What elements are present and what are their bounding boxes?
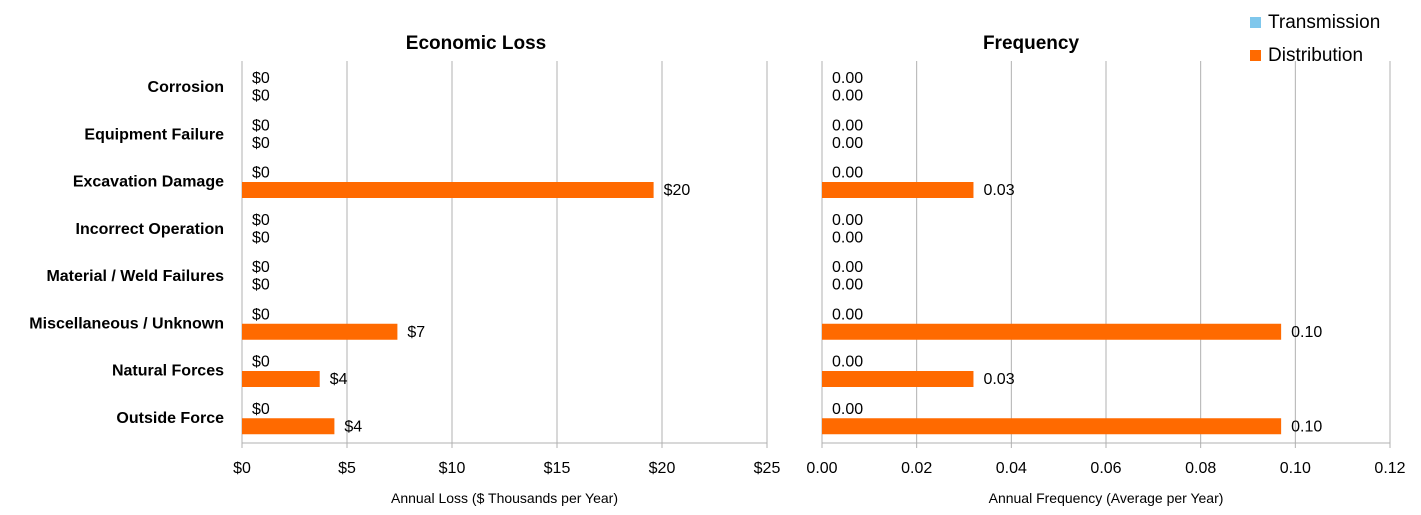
data-label-frequency-transmission-6: 0.00 [832, 354, 863, 371]
bar-frequency-distribution-2 [822, 182, 974, 198]
data-label-economic-loss-distribution-4: $0 [252, 277, 270, 294]
x-tick-label-economic-loss-1: $5 [338, 460, 356, 477]
data-label-economic-loss-distribution-5: $7 [407, 324, 425, 341]
bar-frequency-distribution-6 [822, 371, 974, 387]
chart-title-frequency: Frequency [983, 33, 1080, 54]
data-label-frequency-transmission-0: 0.00 [832, 70, 863, 87]
x-tick-label-frequency-0: 0.00 [806, 460, 837, 477]
x-tick-label-economic-loss-3: $15 [544, 460, 571, 477]
x-tick-label-economic-loss-4: $20 [649, 460, 676, 477]
category-label-2: Excavation Damage [73, 174, 224, 191]
data-label-economic-loss-distribution-0: $0 [252, 88, 270, 105]
data-label-frequency-transmission-7: 0.00 [832, 401, 863, 418]
category-label-6: Natural Forces [112, 363, 224, 380]
data-label-frequency-transmission-3: 0.00 [832, 212, 863, 229]
chart-title-economic-loss: Economic Loss [406, 33, 546, 54]
bar-economic-loss-distribution-7 [242, 418, 335, 435]
bar-frequency-distribution-7 [822, 418, 1282, 435]
data-label-economic-loss-transmission-3: $0 [252, 212, 270, 229]
data-label-economic-loss-transmission-0: $0 [252, 70, 270, 87]
data-label-economic-loss-distribution-6: $4 [330, 371, 348, 388]
data-label-economic-loss-distribution-2: $20 [664, 182, 691, 199]
x-axis-label-economic-loss: Annual Loss ($ Thousands per Year) [391, 490, 618, 506]
bar-economic-loss-distribution-5 [242, 323, 398, 340]
x-axis-label-frequency: Annual Frequency (Average per Year) [989, 490, 1224, 506]
data-label-economic-loss-transmission-6: $0 [252, 354, 270, 371]
legend-swatch-distribution [1250, 50, 1261, 61]
bar-frequency-distribution-5 [822, 323, 1282, 340]
data-label-economic-loss-distribution-7: $4 [344, 418, 362, 435]
x-tick-label-economic-loss-0: $0 [233, 460, 251, 477]
data-label-economic-loss-transmission-4: $0 [252, 259, 270, 276]
data-label-economic-loss-distribution-3: $0 [252, 229, 270, 246]
x-tick-label-frequency-5: 0.10 [1280, 460, 1311, 477]
legend-swatch-transmission [1250, 17, 1261, 28]
category-label-3: Incorrect Operation [76, 221, 224, 238]
bar-economic-loss-distribution-2 [242, 182, 654, 198]
data-label-economic-loss-transmission-1: $0 [252, 117, 270, 134]
data-label-frequency-transmission-1: 0.00 [832, 117, 863, 134]
x-tick-label-economic-loss-5: $25 [754, 460, 781, 477]
data-label-frequency-distribution-4: 0.00 [832, 277, 863, 294]
data-label-frequency-transmission-2: 0.00 [832, 165, 863, 182]
x-tick-label-frequency-2: 0.04 [996, 460, 1027, 477]
data-label-frequency-transmission-5: 0.00 [832, 306, 863, 323]
data-label-frequency-distribution-0: 0.00 [832, 88, 863, 105]
category-label-4: Material / Weld Failures [46, 268, 224, 285]
x-tick-label-economic-loss-2: $10 [439, 460, 466, 477]
data-label-economic-loss-transmission-2: $0 [252, 165, 270, 182]
chart-legend: Transmission Distribution [1250, 6, 1410, 72]
data-label-economic-loss-distribution-1: $0 [252, 135, 270, 152]
legend-label-transmission: Transmission [1268, 11, 1381, 33]
category-label-7: Outside Force [116, 410, 224, 427]
x-tick-label-frequency-1: 0.02 [901, 460, 932, 477]
data-label-frequency-distribution-2: 0.03 [983, 182, 1014, 199]
data-label-frequency-distribution-3: 0.00 [832, 229, 863, 246]
legend-label-distribution: Distribution [1268, 44, 1364, 66]
legend-item-transmission: Transmission [1250, 6, 1410, 39]
category-label-5: Miscellaneous / Unknown [29, 315, 224, 332]
data-label-economic-loss-transmission-5: $0 [252, 306, 270, 323]
data-label-economic-loss-transmission-7: $0 [252, 401, 270, 418]
category-label-1: Equipment Failure [84, 126, 224, 143]
x-tick-label-frequency-3: 0.06 [1090, 460, 1121, 477]
bar-economic-loss-distribution-6 [242, 371, 320, 387]
data-label-frequency-distribution-7: 0.10 [1291, 418, 1322, 435]
x-tick-label-frequency-6: 0.12 [1374, 460, 1405, 477]
legend-item-distribution: Distribution [1250, 39, 1410, 72]
data-label-frequency-distribution-6: 0.03 [983, 371, 1014, 388]
data-label-frequency-distribution-1: 0.00 [832, 135, 863, 152]
category-label-0: Corrosion [148, 79, 224, 96]
data-label-frequency-transmission-4: 0.00 [832, 259, 863, 276]
data-label-frequency-distribution-5: 0.10 [1291, 324, 1322, 341]
x-tick-label-frequency-4: 0.08 [1185, 460, 1216, 477]
